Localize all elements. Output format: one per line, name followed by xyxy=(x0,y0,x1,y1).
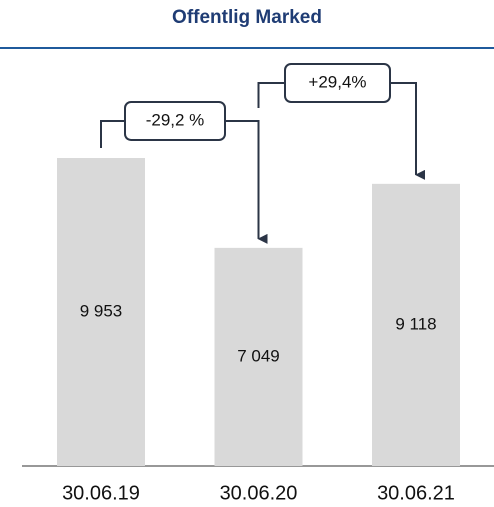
x-tick-label: 30.06.20 xyxy=(220,482,298,504)
connector xyxy=(257,82,285,108)
connector xyxy=(100,120,125,148)
value-label: 9 118 xyxy=(395,314,436,333)
x-tick-label: 30.06.21 xyxy=(377,482,455,504)
arrow xyxy=(225,120,268,244)
bar xyxy=(214,247,303,466)
arrow xyxy=(390,82,425,180)
annotation-box xyxy=(284,63,391,103)
value-label: 9 953 xyxy=(80,301,123,320)
bar xyxy=(57,158,145,466)
chart-title: Offentlig Marked xyxy=(172,7,322,28)
annotation: +29,4% xyxy=(308,72,366,91)
x-tick-label: 30.06.19 xyxy=(62,482,140,504)
bar xyxy=(372,183,460,466)
value-label: 7 049 xyxy=(237,346,280,365)
annotation: -29,2 % xyxy=(146,110,205,129)
annotation-box xyxy=(124,101,226,141)
